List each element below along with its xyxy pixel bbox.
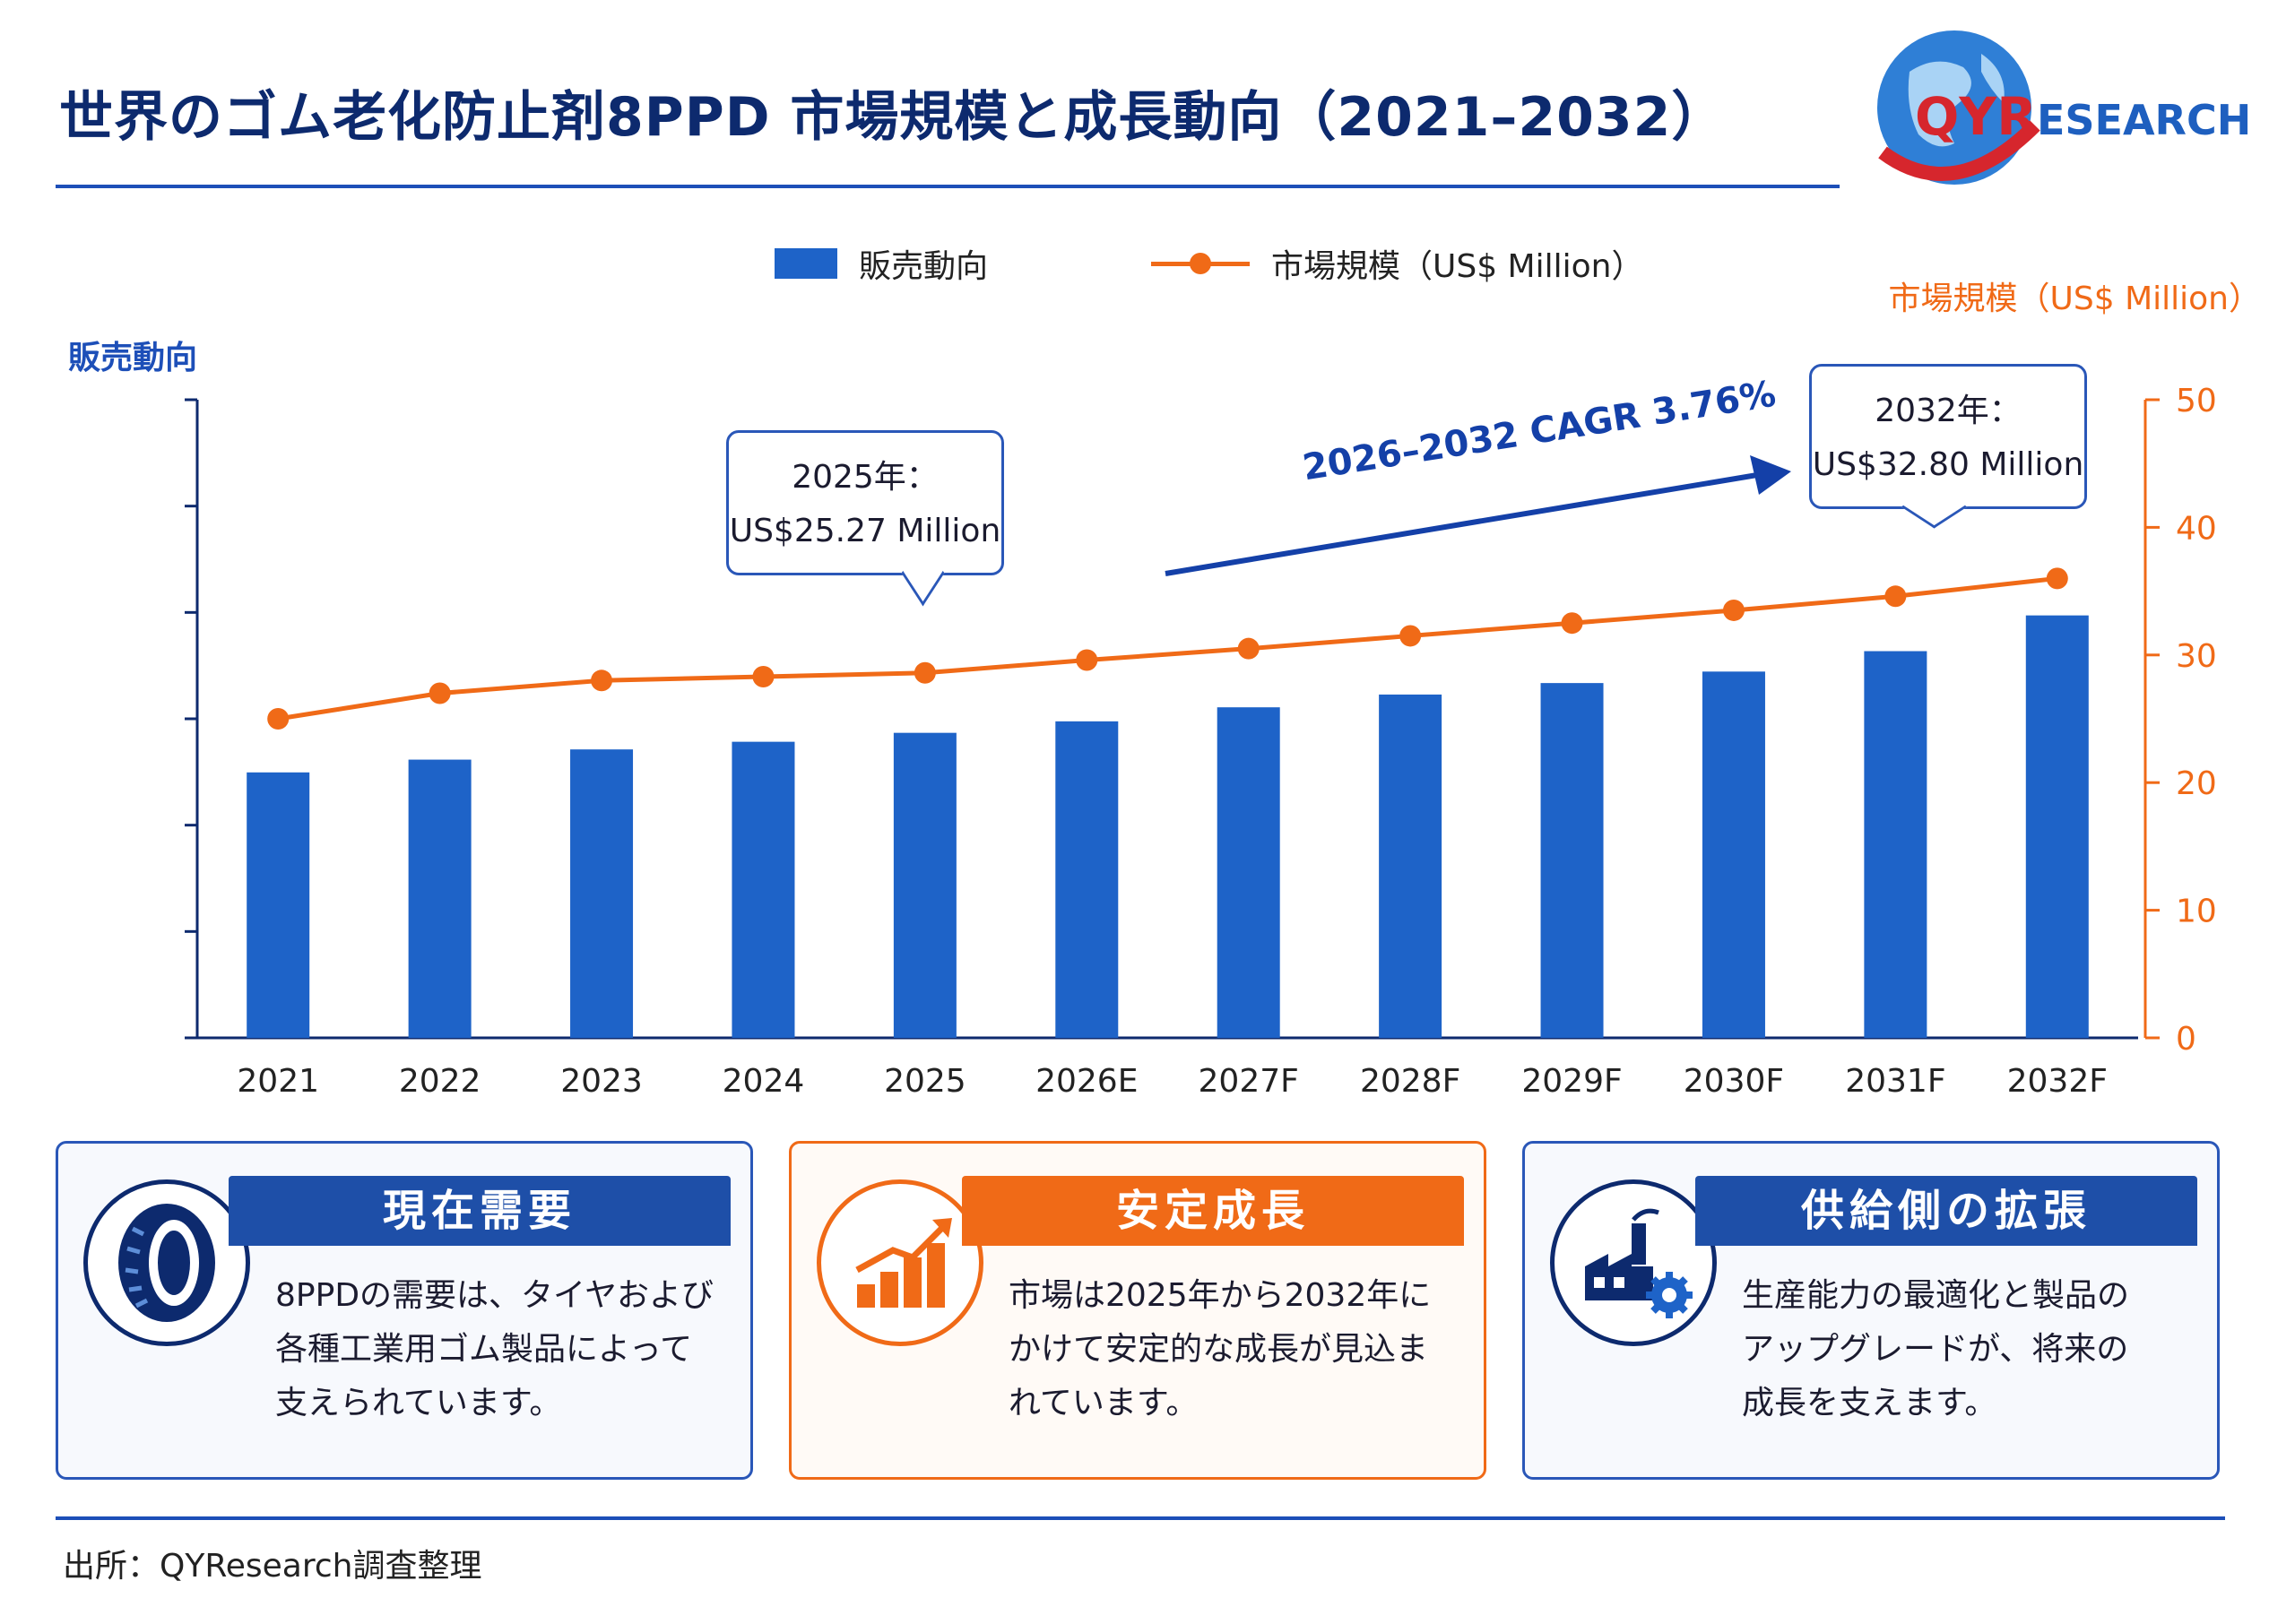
- x-tick-label: 2026E: [1035, 1063, 1138, 1100]
- line-point: [1399, 625, 1422, 647]
- line-point: [2046, 567, 2068, 590]
- bar: [1702, 671, 1765, 1038]
- card-body: 生産能力の最適化と製品の アップグレードが、将来の 成長を支えます。: [1742, 1277, 2130, 1421]
- bar: [732, 741, 795, 1038]
- growth-chart-icon: [817, 1179, 983, 1346]
- bar: [570, 749, 634, 1038]
- right-axis-tick-label: 20: [2176, 765, 2217, 802]
- right-axis-tick-label: 10: [2176, 894, 2217, 930]
- line-point: [591, 669, 613, 692]
- sales-market-chart: 0 10 20 30 40 50 2021 2022 2023 2024 2025 2026E 2027…: [185, 383, 2217, 1100]
- x-tick-label: 2029F: [1521, 1063, 1622, 1100]
- line-point: [1237, 637, 1260, 660]
- x-tick-label: 2028F: [1360, 1063, 1460, 1100]
- title-divider: [56, 185, 1840, 188]
- footer-divider: [56, 1516, 2225, 1520]
- legend-item-line: 市場規模（US$ Million）: [1151, 240, 1643, 287]
- card-title: 供給側の拡張: [1695, 1176, 2197, 1246]
- bar: [1379, 694, 1442, 1038]
- right-axis-tick-label: 50: [2176, 383, 2217, 419]
- callout-2032: 2032年： US$32.80 Million: [1809, 364, 2087, 529]
- legend-line-swatch: [1151, 248, 1250, 279]
- x-tick-label: 2025: [884, 1063, 966, 1100]
- card-stable-growth: 安定成長 市場は2025年から2032年に かけて安定的な成長が見込ま れています。: [789, 1141, 1486, 1480]
- card-current-demand: 現在需要 8PPDの需要は、タイヤおよび 各種工業用ゴム製品によって 支えられていま…: [56, 1141, 753, 1480]
- bar: [408, 759, 472, 1038]
- bar: [1864, 651, 1927, 1038]
- line-point: [429, 682, 451, 704]
- legend-bar-swatch: [775, 248, 837, 279]
- card-title: 現在需要: [229, 1176, 731, 1246]
- card-body: 市場は2025年から2032年に かけて安定的な成長が見込ま れています。: [1009, 1277, 1432, 1421]
- page-title: 世界のゴム老化防止剤8PPD 市場規模と成長動向（2021–2032）: [59, 86, 1727, 149]
- factory-gear-icon: [1550, 1179, 1717, 1346]
- bar: [1540, 683, 1604, 1038]
- line-point: [1076, 649, 1098, 671]
- bar: [1217, 707, 1280, 1038]
- callout-2032-year: 2032年：: [1875, 393, 2022, 429]
- line-point: [1884, 585, 1907, 608]
- tire-icon: [83, 1179, 250, 1346]
- x-tick-label: 2032F: [2007, 1063, 2108, 1100]
- bar: [893, 732, 957, 1038]
- x-tick-label: 2022: [399, 1063, 481, 1100]
- card-title: 安定成長: [962, 1176, 1464, 1246]
- right-axis-tick-label: 40: [2176, 510, 2217, 547]
- x-tick-label: 2023: [560, 1063, 643, 1100]
- cagr-arrow-shaft: [1165, 472, 1758, 576]
- chart-legend: 販売動向 市場規模（US$ Million）: [0, 240, 2295, 285]
- cagr-arrow-head: [1750, 455, 1791, 495]
- callout-2032-value: US$32.80 Million: [1812, 446, 2084, 483]
- right-axis-tick-label: 30: [2176, 638, 2217, 675]
- line-point: [1561, 612, 1583, 635]
- x-tick-label: 2027F: [1199, 1063, 1299, 1100]
- line-point: [267, 708, 290, 730]
- callout-2025-value: US$25.27 Million: [729, 513, 1001, 549]
- x-tick-label: 2021: [237, 1063, 319, 1100]
- callout-2025-year: 2025年：: [792, 459, 939, 496]
- bar: [1055, 721, 1119, 1038]
- bar: [2025, 615, 2089, 1038]
- right-axis-tick-label: 0: [2176, 1021, 2196, 1058]
- legend-line-label: 市場規模（US$ Million）: [1271, 248, 1644, 285]
- legend-item-bar: 販売動向: [775, 240, 988, 287]
- bar: [247, 772, 310, 1038]
- x-tick-label: 2030F: [1684, 1063, 1784, 1100]
- callout-2025: 2025年： US$25.27 Million: [726, 430, 1004, 607]
- left-axis-title: 販売動向: [68, 340, 198, 376]
- qyresearch-globe-logo: [1877, 30, 2040, 185]
- x-tick-label: 2024: [723, 1063, 805, 1100]
- source-note: 出所：QYResearch調査整理: [63, 1548, 482, 1585]
- market-size-line: [277, 575, 2058, 721]
- line-point: [914, 661, 936, 684]
- card-body: 8PPDの需要は、タイヤおよび 各種工業用ゴム製品によって 支えられています。: [275, 1277, 714, 1421]
- line-point: [752, 666, 775, 688]
- x-tick-label: 2031F: [1845, 1063, 1945, 1100]
- right-axis-title: 市場規模（US$ Million）: [1888, 281, 2261, 317]
- line-point: [1722, 599, 1745, 621]
- logo-text: QYRESEARCH: [1915, 86, 2252, 147]
- legend-bar-label: 販売動向: [859, 248, 989, 285]
- card-supply-expansion: 供給側の拡張 生産能力の最適化と製品の アップグレードが、将来の 成長を支えます。: [1522, 1141, 2220, 1480]
